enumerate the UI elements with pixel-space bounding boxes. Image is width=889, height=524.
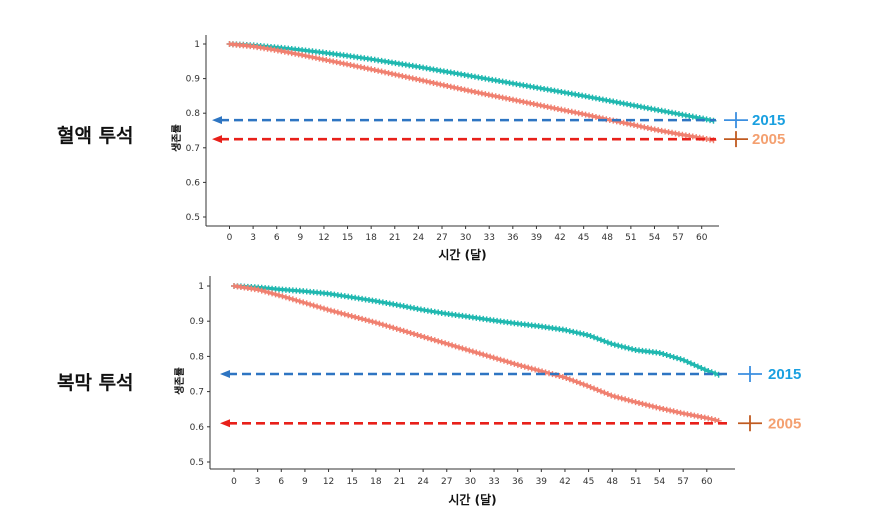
x-tick-label: 54: [654, 477, 666, 487]
y-tick-label: 0.8: [190, 352, 205, 362]
x-tick-label: 36: [507, 233, 519, 243]
reference-arrowhead-icon: [212, 135, 222, 144]
y-tick-label: 0.5: [186, 213, 200, 223]
series-2005: [226, 41, 717, 144]
x-axis-title: 시간 (달): [448, 492, 496, 507]
x-tick-label: 15: [346, 477, 357, 487]
reference-arrowhead-icon: [220, 370, 230, 378]
reference-year-label: 2005: [768, 415, 801, 432]
x-tick-label: 30: [465, 477, 477, 487]
x-tick-label: 51: [625, 233, 636, 243]
x-tick-label: 9: [297, 233, 303, 243]
reference-cross-marker: [724, 112, 748, 129]
x-tick-label: 57: [677, 477, 688, 487]
series-line: [233, 284, 720, 377]
y-tick-label: 1: [194, 40, 200, 50]
reference-arrowhead-icon: [220, 419, 230, 428]
x-tick-label: 60: [696, 233, 708, 243]
series-line: [229, 42, 714, 142]
reference-cross-marker: [738, 366, 762, 382]
y-tick-label: 0.6: [186, 178, 201, 188]
x-tick-label: 33: [488, 477, 499, 487]
x-tick-label: 27: [441, 477, 452, 487]
series-2015: [226, 41, 717, 124]
reference-arrowhead-icon: [212, 116, 222, 125]
x-tick-label: 18: [370, 477, 382, 487]
reference-cross-marker: [738, 415, 762, 432]
y-tick-label: 0.8: [186, 109, 201, 119]
x-tick-label: 42: [554, 233, 565, 243]
panel-title: 혈액 투석: [57, 124, 134, 147]
y-tick-label: 0.9: [190, 317, 205, 327]
y-axis-title: 생존률: [173, 367, 186, 395]
x-tick-label: 60: [701, 477, 713, 487]
x-tick-label: 39: [531, 233, 543, 243]
x-tick-label: 51: [630, 477, 641, 487]
x-tick-label: 6: [278, 477, 284, 487]
y-tick-label: 0.7: [186, 144, 200, 154]
x-tick-label: 39: [536, 477, 548, 487]
y-tick-label: 0.6: [190, 423, 205, 433]
series-2015: [231, 283, 722, 378]
x-tick-label: 36: [512, 477, 524, 487]
peritoneal-dialysis-chart-panel: 0.50.60.70.80.910 3 6 9 12 15 18 21 24 27 30 33 36 39…: [57, 276, 801, 507]
x-tick-label: 3: [255, 477, 261, 487]
x-tick-label: 12: [318, 233, 329, 243]
x-tick-label: 24: [413, 233, 425, 243]
x-tick-label: 42: [559, 477, 570, 487]
y-tick-label: 0.5: [190, 458, 204, 468]
panel-title: 복막 투석: [57, 372, 134, 394]
y-tick-label: 0.7: [190, 388, 204, 398]
x-tick-label: 6: [274, 233, 280, 243]
x-tick-label: 33: [483, 233, 494, 243]
reference-year-label: 2005: [752, 131, 785, 148]
x-tick-label: 45: [583, 477, 594, 487]
x-tick-label: 21: [394, 477, 405, 487]
x-axis-title: 시간 (달): [438, 247, 486, 262]
reference-cross-marker: [724, 131, 748, 148]
x-tick-label: 27: [436, 233, 447, 243]
x-tick-label: 21: [389, 233, 400, 243]
x-tick-label: 48: [602, 233, 614, 243]
reference-year-label: 2015: [768, 366, 801, 383]
x-tick-label: 57: [672, 233, 683, 243]
x-tick-label: 30: [460, 233, 472, 243]
x-tick-label: 0: [231, 477, 237, 487]
reference-year-label: 2015: [752, 112, 785, 129]
x-tick-label: 45: [578, 233, 589, 243]
x-tick-label: 3: [250, 233, 256, 243]
y-axis-title: 생존률: [170, 124, 183, 152]
x-tick-label: 54: [649, 233, 661, 243]
x-tick-label: 24: [417, 477, 429, 487]
x-tick-label: 15: [342, 233, 353, 243]
series-2005: [231, 283, 722, 424]
series-line: [233, 284, 719, 423]
x-tick-label: 0: [227, 233, 233, 243]
x-tick-label: 12: [323, 477, 334, 487]
x-tick-label: 9: [302, 477, 308, 487]
y-tick-label: 0.9: [186, 75, 201, 85]
y-tick-label: 1: [198, 282, 204, 292]
x-tick-label: 18: [365, 233, 377, 243]
x-tick-label: 48: [607, 477, 619, 487]
series-line: [229, 42, 714, 123]
hemodialysis-chart-panel: 0.50.60.70.80.910 3 6 9 12 15 18 21 24 27 30 33 36 39…: [57, 35, 785, 262]
